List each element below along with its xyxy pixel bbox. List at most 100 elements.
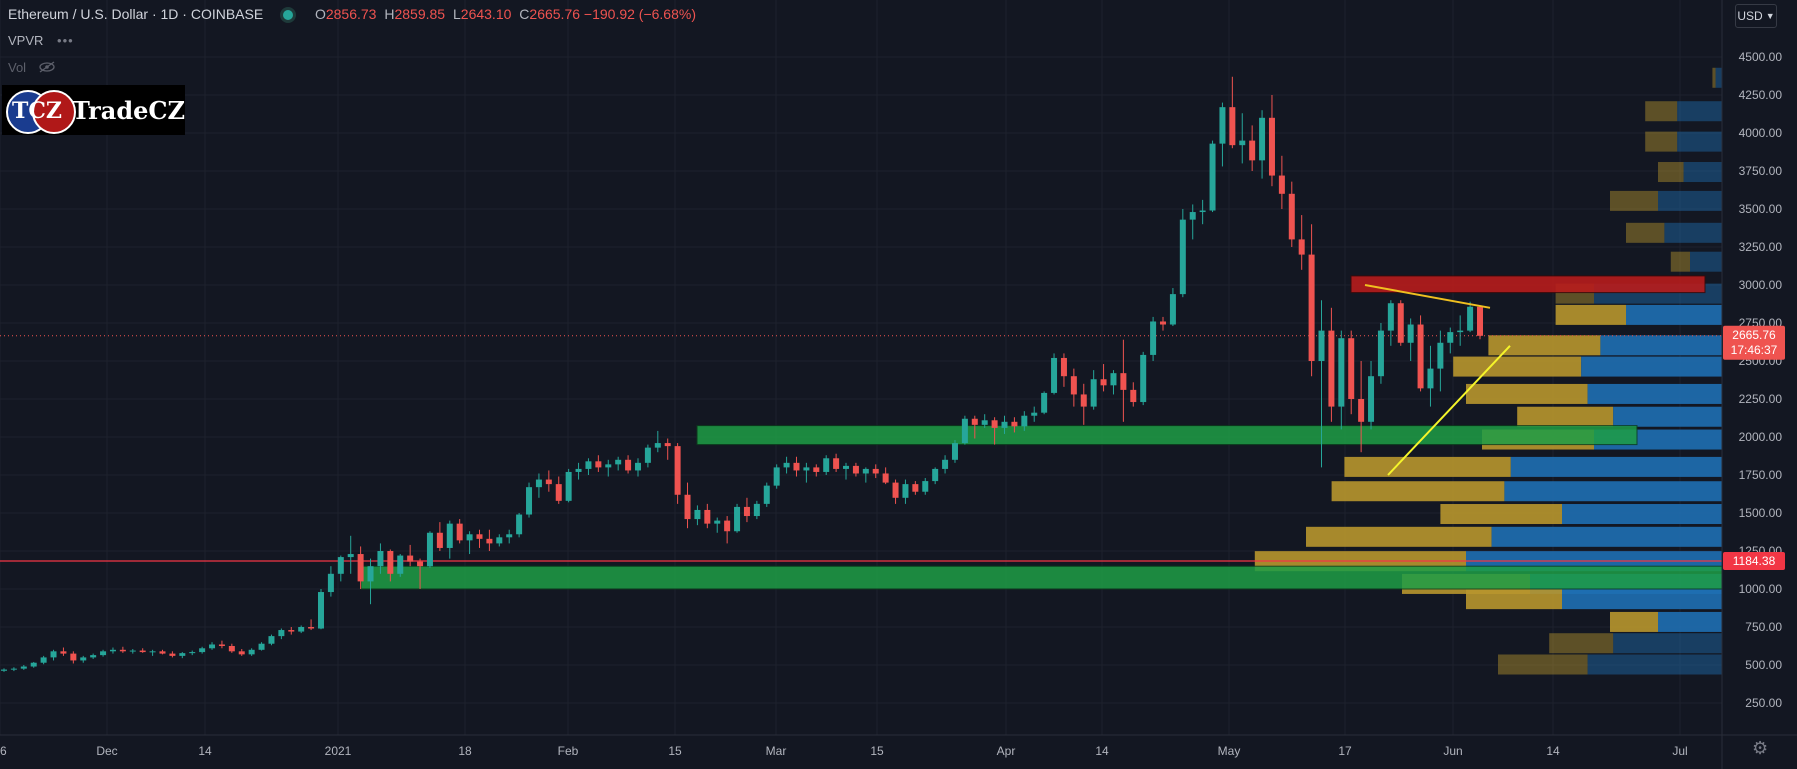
candle-body (585, 461, 592, 469)
high-value: 2859.85 (394, 6, 446, 22)
price-tick-label: 4000.00 (1739, 126, 1783, 140)
volume-profile-bar-up (1613, 633, 1722, 654)
price-tick-label: 4250.00 (1739, 88, 1783, 102)
volume-profile-bar-up (1581, 356, 1722, 377)
candle-body (407, 555, 414, 562)
candle-body (367, 566, 374, 582)
eye-hidden-icon[interactable] (38, 61, 56, 73)
time-axis[interactable]: 6 Dec 14 2021 18 Feb 15 Mar 15 Apr 14 May 17 Jun 14 Jul (0, 734, 1797, 758)
symbol-legend[interactable]: Ethereum / U.S. Dollar · 1D · COINBASE O… (8, 6, 696, 22)
candle-body (317, 592, 324, 629)
settings-gear-icon[interactable]: ⚙ (1752, 738, 1769, 758)
vol-indicator[interactable]: Vol (8, 60, 56, 75)
volume-profile-bar-up (1587, 654, 1722, 675)
candle-body (734, 506, 741, 532)
candle-body (347, 554, 354, 558)
volume-profile-bar-down (1453, 356, 1582, 377)
candle-body (100, 651, 107, 656)
currency-button[interactable]: USD ▼ (1735, 4, 1777, 28)
price-axis[interactable]: 4500.00 4250.00 4000.00 3750.00 3500.00 3250.… (1721, 0, 1797, 769)
price-tick-label: 1750.00 (1739, 468, 1783, 482)
volume-profile-bar-up (1715, 67, 1722, 88)
candle-body (496, 537, 503, 544)
price-tick-label: 3500.00 (1739, 202, 1783, 216)
price-axis-bg (1722, 0, 1797, 769)
time-tick-label: Feb (558, 744, 579, 758)
price-tick-label: 2250.00 (1739, 392, 1783, 406)
last-price-badge (1723, 325, 1785, 360)
candle-body (684, 494, 691, 520)
candle-body (80, 657, 87, 661)
volume-profile-bar-up (1690, 251, 1722, 272)
volume-profile-bar-down (1610, 190, 1658, 211)
volume-profile-bar-down (1517, 406, 1614, 427)
trendline (1364, 284, 1491, 309)
trendline (1387, 345, 1511, 476)
logo-name: TradeCZ (72, 95, 185, 125)
candle-body (466, 534, 473, 541)
volume-profile-bar-down (1555, 304, 1626, 325)
candle-body (426, 532, 433, 567)
more-options-icon[interactable]: ••• (57, 33, 74, 48)
vpvr-indicator[interactable]: VPVR ••• (8, 33, 74, 48)
volume-profile-bar-down (1658, 162, 1684, 183)
price-tick-label: 3750.00 (1739, 164, 1783, 178)
candle-body (1, 669, 7, 671)
candle-body (674, 446, 681, 495)
time-tick-label: 17 (1338, 744, 1352, 758)
candle-body (773, 467, 780, 486)
support-zone (696, 425, 1638, 446)
volume-profile-bar-up (1562, 504, 1722, 525)
price-line-label: 1184.38 (1733, 554, 1776, 568)
vol-label: Vol (8, 60, 27, 75)
price-tick-label: 4500.00 (1739, 50, 1783, 64)
candle-body (1021, 415, 1028, 427)
candle-body (902, 484, 909, 498)
candle-body (892, 482, 899, 498)
candle-body (268, 636, 275, 644)
volume-profile-bar-down (1440, 504, 1562, 525)
candle-body (218, 644, 225, 646)
time-tick-label: 18 (458, 744, 472, 758)
candle-body (991, 420, 998, 428)
open-label: O (314, 6, 326, 22)
candle-body (644, 447, 651, 463)
candle-body (60, 651, 67, 654)
candle-body (1070, 376, 1077, 395)
time-tick-label: 14 (1546, 744, 1560, 758)
close-value: 2665.76 (529, 6, 581, 22)
volume-profile-bar-up (1600, 335, 1722, 356)
candle-body (565, 471, 572, 501)
volume-profile-bar-up (1677, 131, 1722, 152)
candle-body (238, 651, 245, 655)
time-tick-label: 15 (668, 744, 682, 758)
time-tick-label: Dec (96, 744, 117, 758)
time-tick-label: Jul (1672, 744, 1687, 758)
candle-body (615, 459, 622, 465)
candle-body (1051, 357, 1058, 393)
candle-body (1249, 140, 1256, 161)
candle-body (704, 509, 711, 524)
candle-body (1011, 421, 1018, 427)
candle-body (1338, 338, 1345, 407)
candle-body (922, 481, 929, 492)
currency-label: USD (1737, 9, 1763, 23)
volume-profile-bar-up (1658, 190, 1722, 211)
tradecz-logo: TCZ TradeCZ (2, 85, 185, 135)
price-line-badge (1723, 551, 1785, 570)
candle-body (149, 651, 156, 653)
candle-body (486, 538, 493, 544)
symbol-title[interactable]: Ethereum / U.S. Dollar · 1D · COINBASE (8, 6, 264, 22)
candle-body (337, 557, 344, 574)
price-tick-label: 750.00 (1745, 620, 1782, 634)
candle-body (159, 651, 166, 654)
candle-body (1259, 117, 1266, 161)
candle-body (942, 459, 949, 469)
candle-body (1298, 239, 1305, 255)
candle-body (1328, 330, 1335, 407)
candle-body (1209, 143, 1216, 211)
volume-profile-bar-down (1498, 654, 1588, 675)
candle-body (743, 506, 750, 517)
volume-profile-bar-up (1613, 406, 1722, 427)
